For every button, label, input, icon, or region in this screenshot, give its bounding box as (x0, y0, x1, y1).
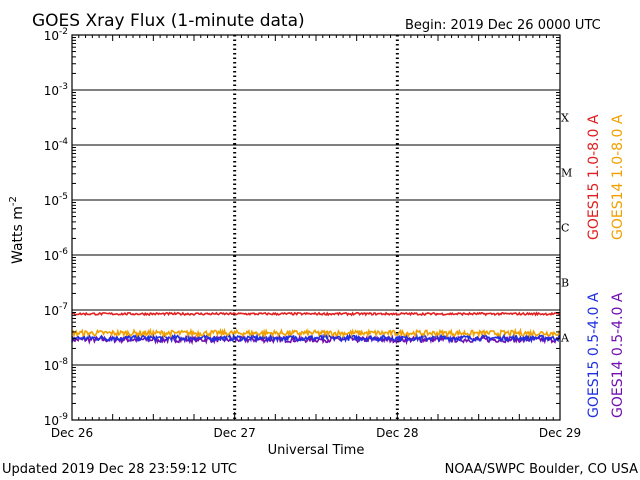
legend-entry: GOES15 1.0-8.0 A (586, 114, 602, 240)
flare-class-labels: X M C B A (560, 112, 572, 345)
y-tick-exponent: -2 (59, 27, 68, 37)
flare-class-b: B (561, 277, 569, 290)
y-tick-label: 10-8 (44, 357, 69, 373)
flare-class-x: X (561, 112, 569, 125)
y-axis-label: Watts m-2 (8, 196, 26, 264)
x-tick-labels: Dec 26 Dec 27 Dec 28 Dec 29 (51, 35, 581, 440)
legend-entry: GOES14 1.0-8.0 A (610, 114, 626, 240)
begin-label: Begin: 2019 Dec 26 0000 UTC (405, 18, 601, 33)
legend-entry: GOES14 0.5-4.0 A (610, 292, 626, 418)
plot-frame (71, 34, 561, 421)
y-tick-label: 10-5 (44, 192, 68, 208)
series-line (71, 332, 561, 344)
y-tick-exponent: -4 (59, 137, 68, 147)
y-tick-label: 10-3 (44, 82, 68, 98)
y-tick-label: 10-7 (44, 302, 68, 318)
x-axis-label: Universal Time (268, 443, 365, 458)
grid-lines (72, 35, 560, 420)
y-tick-base: 10 (44, 84, 59, 98)
y-tick-label: 10-2 (44, 27, 68, 43)
y-tick-exponent: -7 (59, 302, 68, 312)
y-tick-label: 10-6 (44, 247, 69, 263)
legend-entry: GOES15 0.5-4.0 A (586, 292, 602, 418)
flare-class-a: A (560, 332, 570, 345)
x-tick-label: Dec 26 (51, 426, 93, 440)
series-line (71, 327, 561, 339)
y-tick-labels: 10-210-310-410-510-610-710-810-9 (44, 27, 560, 428)
y-tick-base: 10 (44, 414, 59, 428)
y-tick-exponent: -8 (59, 357, 68, 367)
y-tick-label: 10-9 (44, 412, 69, 428)
y-axis-label-exponent: -2 (8, 196, 19, 206)
series-lines (71, 311, 561, 346)
y-tick-label: 10-4 (44, 137, 69, 153)
legend: GOES15 1.0-8.0 A GOES14 1.0-8.0 A GOES15 0… (586, 114, 626, 418)
y-tick-base: 10 (44, 139, 59, 153)
y-tick-exponent: -6 (59, 247, 68, 257)
y-axis-label-main: Watts m (10, 206, 26, 264)
x-tick-label: Dec 27 (214, 426, 256, 440)
credit-label: NOAA/SWPC Boulder, CO USA (445, 462, 638, 477)
x-tick-label: Dec 28 (376, 426, 418, 440)
chart-title: GOES Xray Flux (1-minute data) (32, 11, 305, 31)
flare-class-c: C (561, 222, 569, 235)
flare-class-m: M (561, 167, 572, 180)
y-tick-base: 10 (44, 359, 59, 373)
y-tick-base: 10 (44, 304, 59, 318)
series-line (71, 311, 560, 317)
y-tick-base: 10 (44, 29, 59, 43)
y-tick-exponent: -9 (59, 412, 68, 422)
x-tick-label: Dec 29 (539, 426, 581, 440)
y-tick-exponent: -3 (59, 82, 68, 92)
y-tick-base: 10 (44, 194, 59, 208)
updated-label: Updated 2019 Dec 28 23:59:12 UTC (2, 462, 237, 477)
y-tick-base: 10 (44, 249, 59, 263)
y-tick-exponent: -5 (59, 192, 68, 202)
